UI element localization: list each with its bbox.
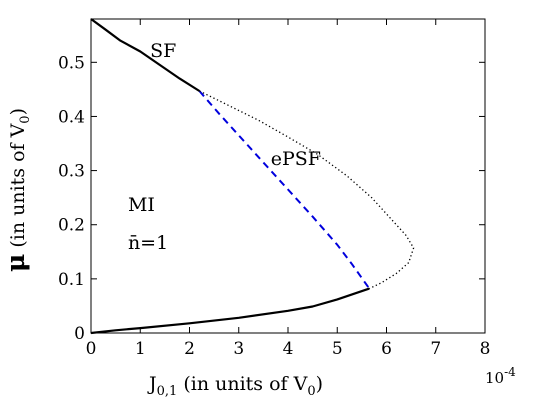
x-tick-label: 3: [233, 339, 244, 359]
mi-boundary-line: [90, 287, 370, 335]
sf-region-label: SF: [150, 40, 176, 62]
mi-region-label: MI: [128, 194, 155, 216]
y-tick-label: 0.3: [58, 162, 85, 182]
filling-label: n̄=1: [128, 232, 168, 254]
x-tick-label: 2: [184, 339, 195, 359]
epsf-region-label: ePSF: [271, 148, 321, 170]
x-tick-label: 7: [430, 339, 441, 359]
y-tick-label: 0: [74, 324, 85, 344]
x-multiplier-label: 10-4: [485, 365, 516, 387]
x-tick-label: 6: [381, 339, 392, 359]
plot-frame: [90, 18, 486, 334]
x-axis-label: J0,1 (in units of V0): [147, 373, 323, 399]
x-tick-label: 4: [283, 339, 294, 359]
y-axis-label: μ (in units of V0): [1, 108, 33, 272]
epsf-outer-dotted-line: [199, 90, 415, 290]
series-layer: [90, 18, 415, 335]
x-tick-label: 5: [332, 339, 343, 359]
annotations-layer: SF ePSF MI n̄=1: [128, 40, 321, 254]
y-tick-label: 0.2: [58, 216, 85, 236]
y-tick-label: 0.1: [58, 270, 85, 290]
x-tick-label: 1: [135, 339, 146, 359]
x-tick-label: 8: [480, 339, 491, 359]
epsf-inner-dashed-line: [198, 90, 371, 290]
x-tick-label: 0: [86, 339, 97, 359]
sf-boundary-line: [90, 18, 200, 92]
ticks-layer: 0 1 2 3 4 5 6 7 8 0 0.1 0.2 0.3 0.4 0.5: [58, 19, 490, 359]
y-tick-label: 0.4: [58, 107, 85, 127]
y-tick-label: 0.5: [58, 53, 85, 73]
